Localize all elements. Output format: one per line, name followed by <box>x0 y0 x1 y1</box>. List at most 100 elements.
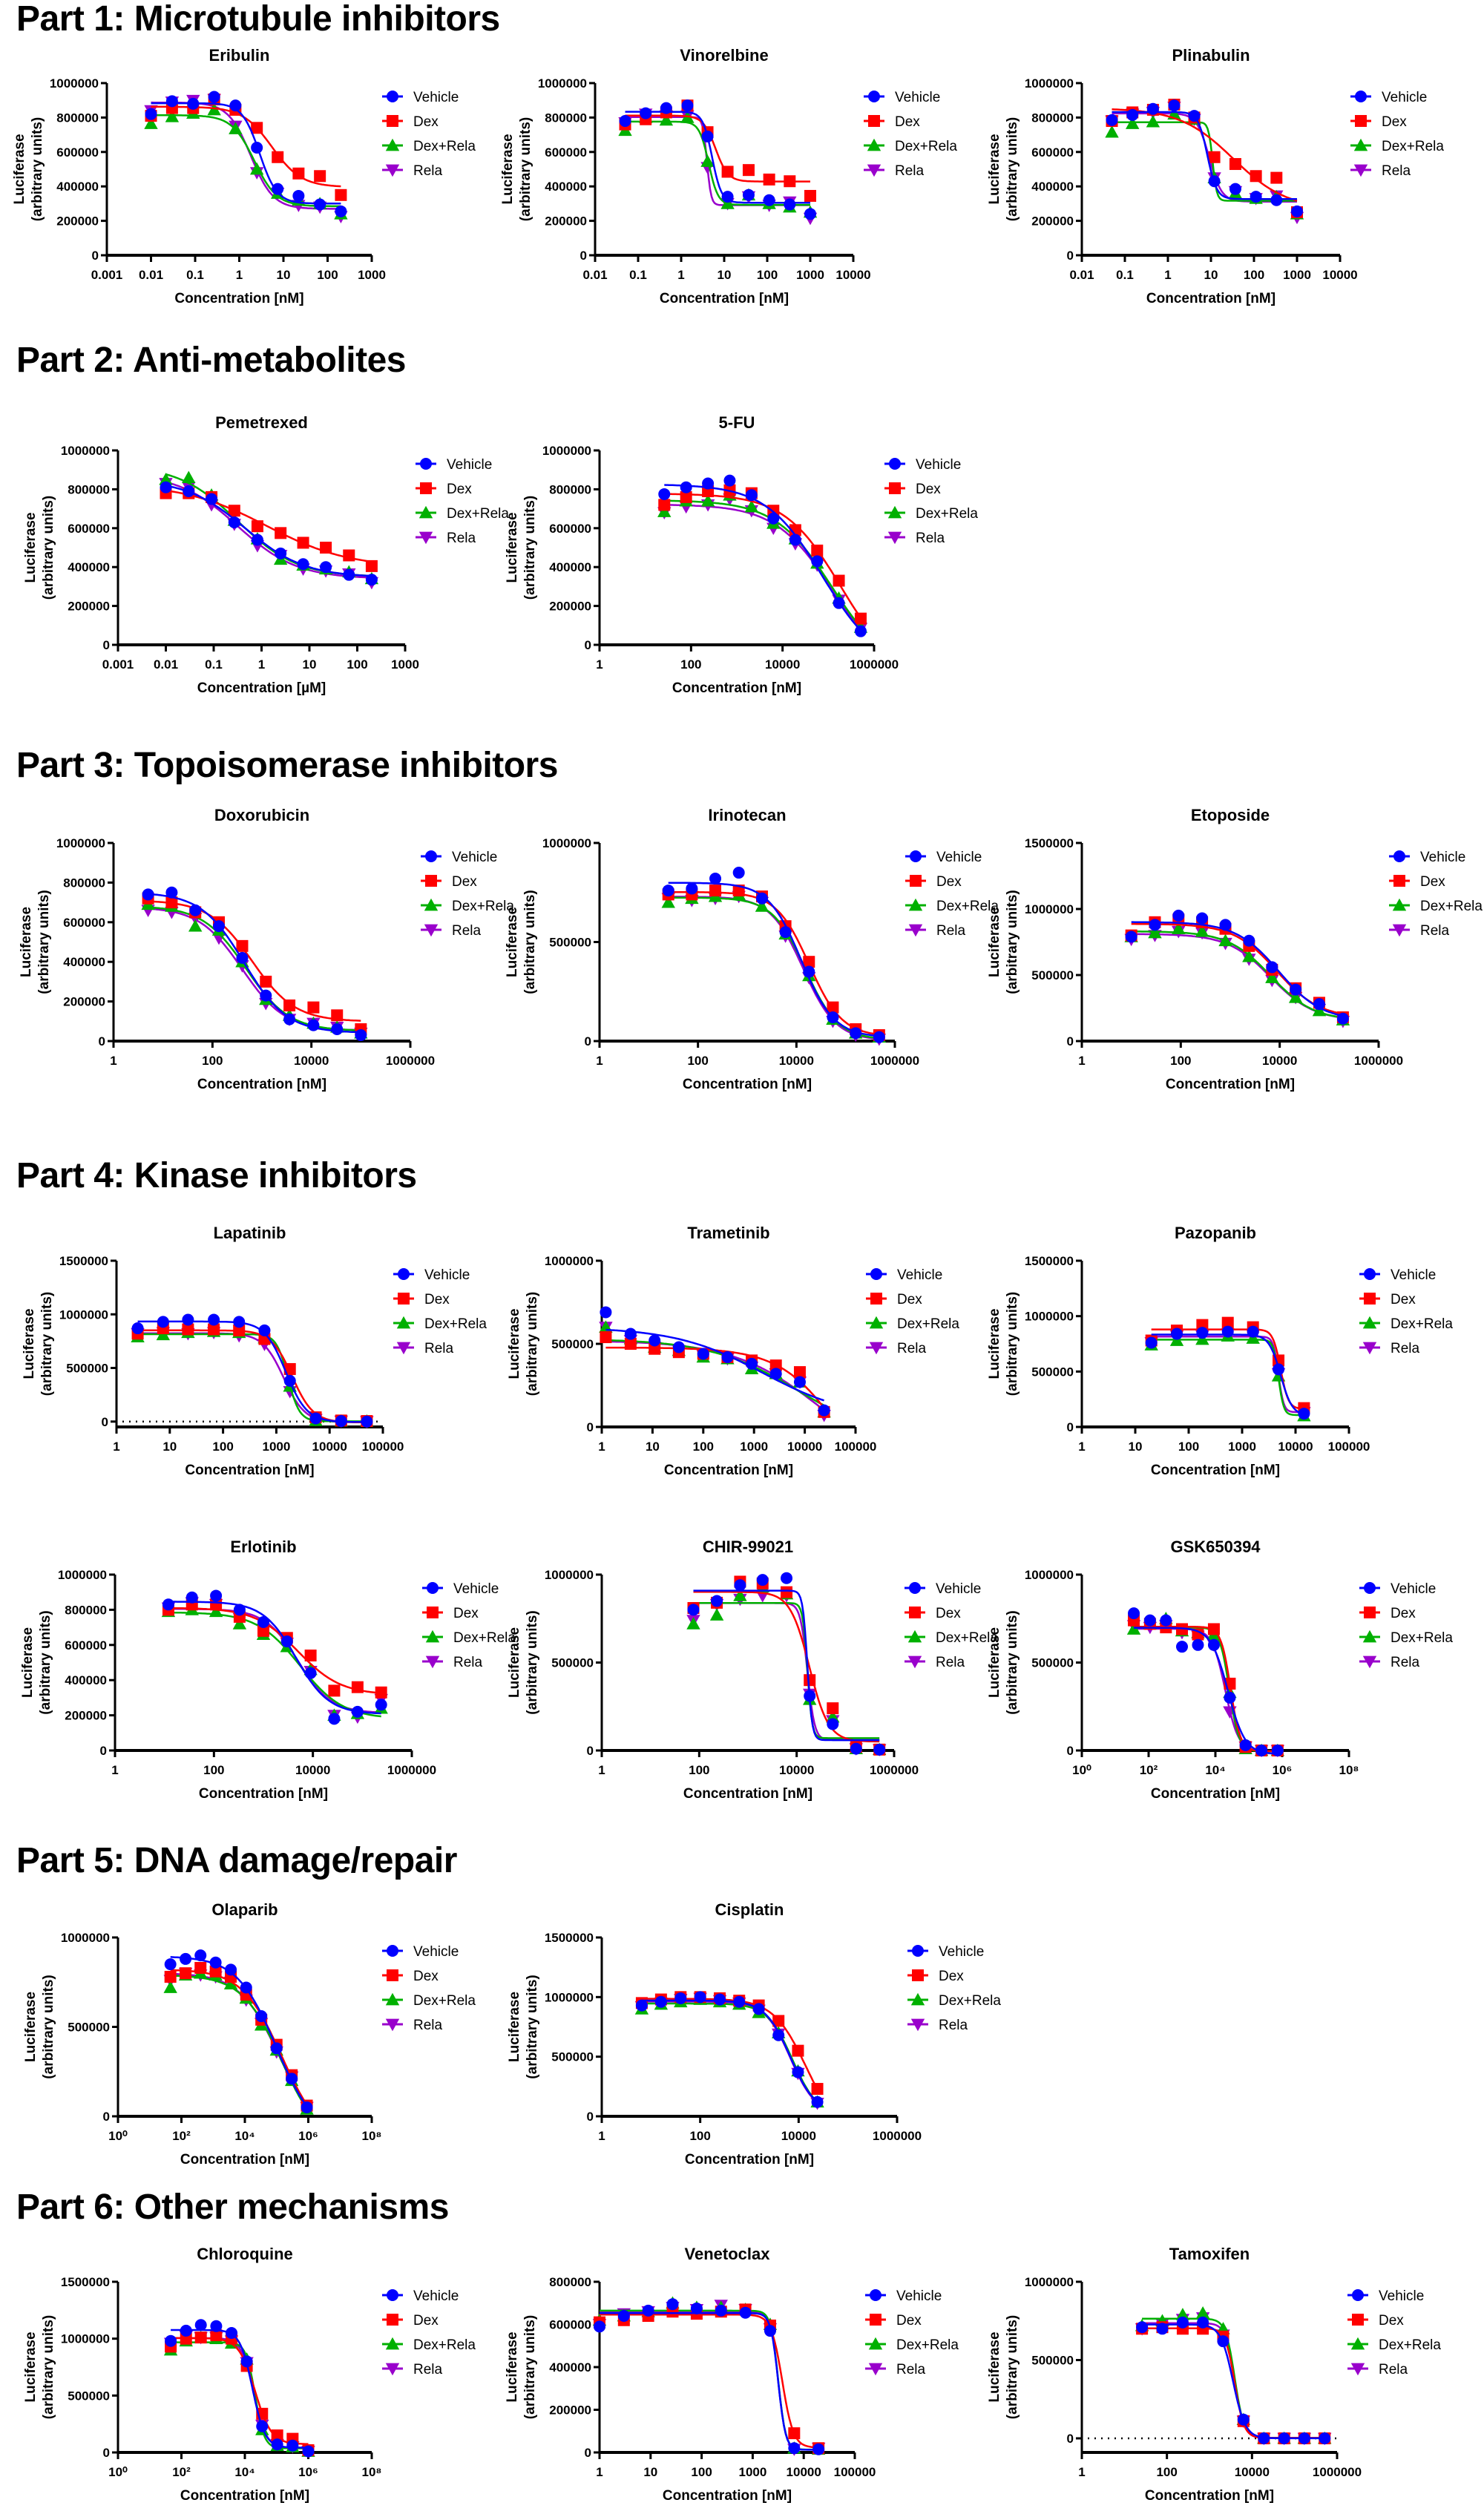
y-tick-label: 1500000 <box>59 1254 108 1268</box>
chart-title: Eribulin <box>209 46 270 65</box>
x-tick-label: 10 <box>162 1440 177 1454</box>
chart-title: Vinorelbine <box>680 46 768 65</box>
x-tick-label: 10⁰ <box>108 2465 128 2479</box>
fit-curve <box>664 504 861 629</box>
data-point <box>304 1650 317 1662</box>
data-point <box>1168 99 1181 112</box>
legend-item: Dex+Rela <box>1359 1316 1453 1332</box>
legend-item: Vehicle <box>382 90 459 105</box>
data-point <box>131 1322 144 1335</box>
data-point <box>233 1316 246 1328</box>
series-dex-rela <box>163 1966 314 2115</box>
data-point <box>660 102 672 114</box>
legend-marker-icon <box>385 2018 400 2032</box>
fit-curve <box>148 908 361 1031</box>
legend-label: Rela <box>424 1341 454 1356</box>
data-point <box>375 1699 387 1711</box>
y-tick-label: 500000 <box>68 2021 110 2035</box>
y-axis-label: (arbitrary units) <box>36 890 52 994</box>
y-tick-label: 400000 <box>65 1673 107 1687</box>
legend-marker-icon <box>1352 2314 1364 2326</box>
data-point <box>286 2073 298 2085</box>
data-point <box>1160 1614 1172 1627</box>
x-tick-label: 1000 <box>1228 1440 1256 1454</box>
chart-svg: Trametinib 0 500000 1000000 1 10 100 1000 10000 1… <box>507 1224 959 1478</box>
legend-item: Rela <box>393 1341 454 1356</box>
legend-item: Rela <box>382 2362 443 2377</box>
data-point <box>752 2003 765 2015</box>
data-point <box>208 1323 220 1336</box>
y-tick-label: 200000 <box>68 600 110 614</box>
y-tick-label: 1000000 <box>1025 76 1074 91</box>
legend-marker-icon <box>424 898 439 911</box>
legend-marker-icon <box>887 531 902 545</box>
data-point <box>674 1992 687 2004</box>
data-point <box>789 534 801 546</box>
legend-label: Rela <box>453 1655 483 1670</box>
legend-label: Rela <box>936 1655 965 1670</box>
data-point <box>1224 1691 1236 1704</box>
legend-item: Vehicle <box>1347 2288 1424 2304</box>
legend-item: Rela <box>421 923 482 939</box>
y-tick-label: 0 <box>585 2446 591 2460</box>
data-point <box>307 1001 320 1014</box>
y-axis-label: Luciferase <box>500 134 516 204</box>
data-point <box>233 1324 246 1336</box>
series-dex <box>145 93 347 201</box>
legend-label: Rela <box>1382 163 1411 179</box>
legend-item: Vehicle <box>382 1944 459 1960</box>
legend-label: Vehicle <box>895 90 940 105</box>
chart-title: Chloroquine <box>197 2245 293 2263</box>
y-tick-label: 600000 <box>68 522 110 536</box>
y-tick-label: 0 <box>587 2110 594 2124</box>
y-tick-label: 1000000 <box>545 1254 594 1268</box>
x-tick-label: 100000 <box>834 2465 876 2479</box>
data-point <box>649 1334 661 1347</box>
y-tick-label: 0 <box>1067 1034 1074 1049</box>
chart-title: 5-FU <box>719 413 755 432</box>
chart-pemetrexed: Pemetrexed 0 200000 400000 600000 800000 10000… <box>11 398 554 708</box>
legend-label: Dex <box>1391 1606 1416 1621</box>
fit-curve <box>151 105 341 188</box>
legend-item: Dex <box>884 482 941 497</box>
series-dex-rela <box>131 1325 374 1427</box>
legend-item: Dex <box>421 874 477 890</box>
data-point <box>690 2302 703 2314</box>
x-tick-label: 100 <box>680 657 701 672</box>
legend-marker-icon <box>868 91 880 102</box>
x-tick-label: 0.001 <box>91 268 123 282</box>
fit-curve <box>151 114 341 208</box>
legend-marker-icon <box>868 2363 883 2376</box>
data-point <box>1290 983 1302 996</box>
y-tick-label: 800000 <box>68 482 110 496</box>
data-point <box>1291 205 1303 217</box>
y-axis-label: Luciferase <box>23 2331 39 2402</box>
legend-marker-icon <box>909 1607 921 1618</box>
legend-label: Rela <box>452 923 482 939</box>
data-point <box>182 470 196 484</box>
chart-title: Olaparib <box>211 1900 278 1919</box>
series-dex <box>594 2303 825 2455</box>
legend-item: Rela <box>382 163 443 179</box>
data-point <box>721 191 734 203</box>
data-point <box>213 920 226 933</box>
data-point <box>236 951 249 964</box>
data-point <box>1229 158 1241 171</box>
chart-title: Erlotinib <box>230 1538 296 1556</box>
legend-item: Vehicle <box>865 2288 942 2304</box>
data-point <box>793 1376 806 1388</box>
data-point <box>249 162 264 175</box>
section-heading-part-3: Part 3: Topoisomerase inhibitors <box>16 746 558 785</box>
legend-marker-icon <box>870 2289 881 2301</box>
fit-curve <box>171 2337 309 2449</box>
data-point <box>271 2429 283 2441</box>
x-axis-label: Concentration [nM] <box>197 1077 326 1092</box>
data-point <box>164 1958 177 1971</box>
legend-marker-icon <box>387 1969 398 1981</box>
legend-item: Dex <box>864 114 920 130</box>
data-point <box>142 888 154 901</box>
data-point <box>229 122 243 134</box>
y-tick-label: 1000000 <box>545 1990 594 2004</box>
data-point <box>709 873 722 885</box>
y-axis-label: (arbitrary units) <box>518 117 533 221</box>
